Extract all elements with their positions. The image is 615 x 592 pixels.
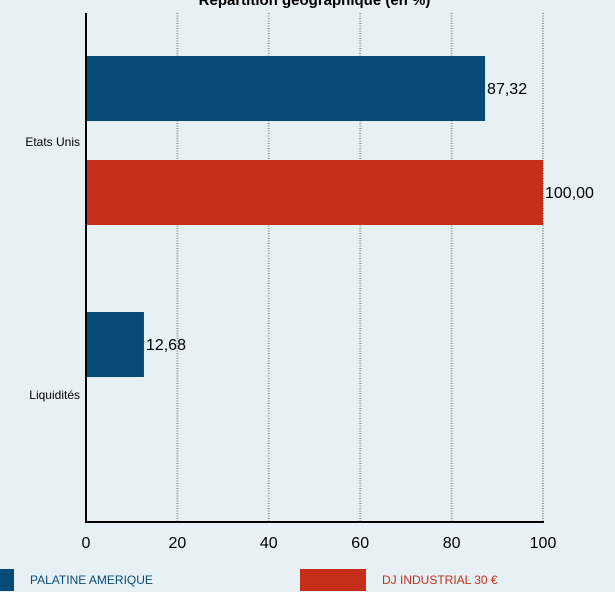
x-tick-label-20: 20 [169,535,187,552]
data-label-etats-unis-series-0: 87,32 [487,81,527,98]
bar-liquidit-s-series-0 [86,312,144,377]
x-tick-label-100: 100 [530,535,557,552]
x-tick-label-0: 0 [82,535,91,552]
bar-etats-unis-series-0 [86,56,486,121]
legend-swatch-dj-industrial [300,569,366,591]
legend-item-dj-industrial: DJ INDUSTRIAL 30 € [300,569,498,591]
chart-title: Répartition géographique (en %) [199,0,431,9]
legend-label-dj-industrial: DJ INDUSTRIAL 30 € [382,573,498,587]
bar-etats-unis-series-1 [86,160,543,225]
category-label-0: Etats Unis [25,135,80,149]
legend-label-palatine: PALATINE AMERIQUE [30,573,153,587]
legend: PALATINE AMERIQUE DJ INDUSTRIAL 30 € [0,569,615,591]
legend-swatch-palatine [0,569,14,591]
data-label-liquidit-s-series-0: 12,68 [146,337,186,354]
x-tick-label-40: 40 [260,535,278,552]
x-tick-label-80: 80 [443,535,461,552]
data-label-etats-unis-series-1: 100,00 [545,185,594,202]
category-label-1: Liquidités [29,388,80,402]
legend-item-palatine: PALATINE AMERIQUE [0,569,153,591]
x-tick-label-60: 60 [351,535,369,552]
